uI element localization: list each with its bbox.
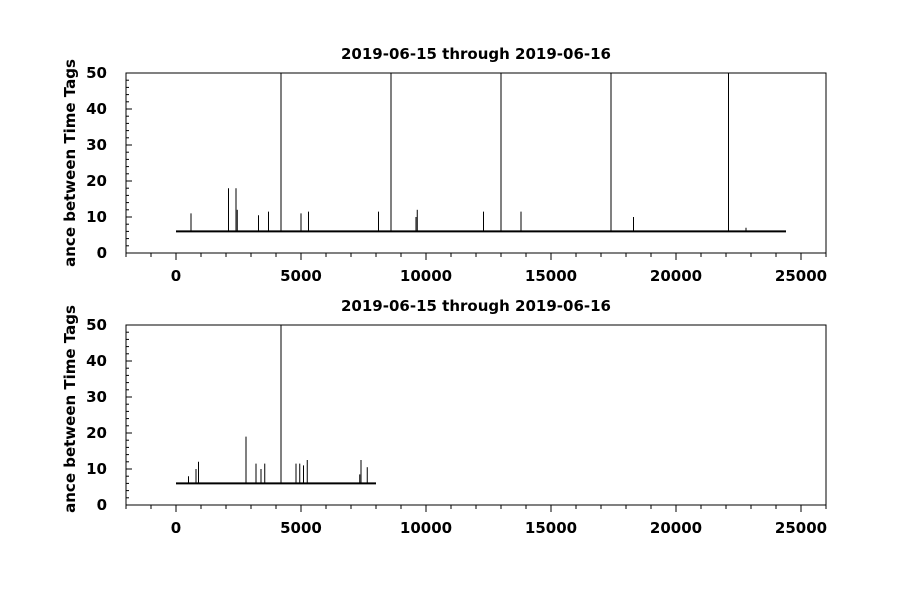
bottom-plot-frame bbox=[125, 324, 827, 506]
x-tick-label: 20000 bbox=[650, 267, 702, 285]
x-tick-label: 15000 bbox=[525, 267, 577, 285]
y-tick-label: 50 bbox=[86, 316, 107, 334]
x-tick-label: 5000 bbox=[280, 519, 322, 537]
bottom-series bbox=[176, 325, 376, 485]
x-tick-label: 0 bbox=[171, 519, 181, 537]
y-tick-label: 30 bbox=[86, 136, 107, 154]
x-tick-label: 15000 bbox=[525, 519, 577, 537]
y-tick-label: 50 bbox=[86, 64, 107, 82]
y-tick-label: 0 bbox=[97, 496, 107, 514]
bottom-x-ticks: 0 5000 10000 15000 20000 25000 bbox=[125, 505, 827, 537]
y-tick-label: 40 bbox=[86, 100, 107, 118]
y-tick-label: 20 bbox=[86, 172, 107, 190]
y-tick-label: 10 bbox=[86, 460, 107, 478]
x-tick-label: 5000 bbox=[280, 267, 322, 285]
x-tick-label: 25000 bbox=[775, 519, 827, 537]
top-panel: 2019-06-15 through 2019-06-16 ance betwe… bbox=[61, 45, 827, 285]
x-tick-label: 0 bbox=[171, 267, 181, 285]
top-plot-frame bbox=[125, 72, 827, 254]
x-tick-label: 10000 bbox=[400, 267, 452, 285]
y-tick-label: 10 bbox=[86, 208, 107, 226]
y-tick-label: 40 bbox=[86, 352, 107, 370]
top-x-ticks: 0 5000 10000 15000 20000 25000 bbox=[125, 253, 827, 285]
bottom-chart-title: 2019-06-15 through 2019-06-16 bbox=[341, 297, 611, 315]
x-tick-label: 20000 bbox=[650, 519, 702, 537]
x-tick-label: 10000 bbox=[400, 519, 452, 537]
bottom-y-axis-label: ance between Time Tags bbox=[61, 305, 79, 513]
y-tick-label: 30 bbox=[86, 388, 107, 406]
bottom-y-ticks: 0 10 20 30 40 50 bbox=[86, 316, 132, 514]
bottom-panel: 2019-06-15 through 2019-06-16 ance betwe… bbox=[61, 297, 827, 537]
top-y-ticks: 0 10 20 30 40 50 bbox=[86, 64, 132, 262]
top-y-axis-label: ance between Time Tags bbox=[61, 59, 79, 267]
y-tick-label: 20 bbox=[86, 424, 107, 442]
x-tick-label: 25000 bbox=[775, 267, 827, 285]
top-chart-title: 2019-06-15 through 2019-06-16 bbox=[341, 45, 611, 63]
y-tick-label: 0 bbox=[97, 244, 107, 262]
top-series bbox=[176, 73, 786, 233]
